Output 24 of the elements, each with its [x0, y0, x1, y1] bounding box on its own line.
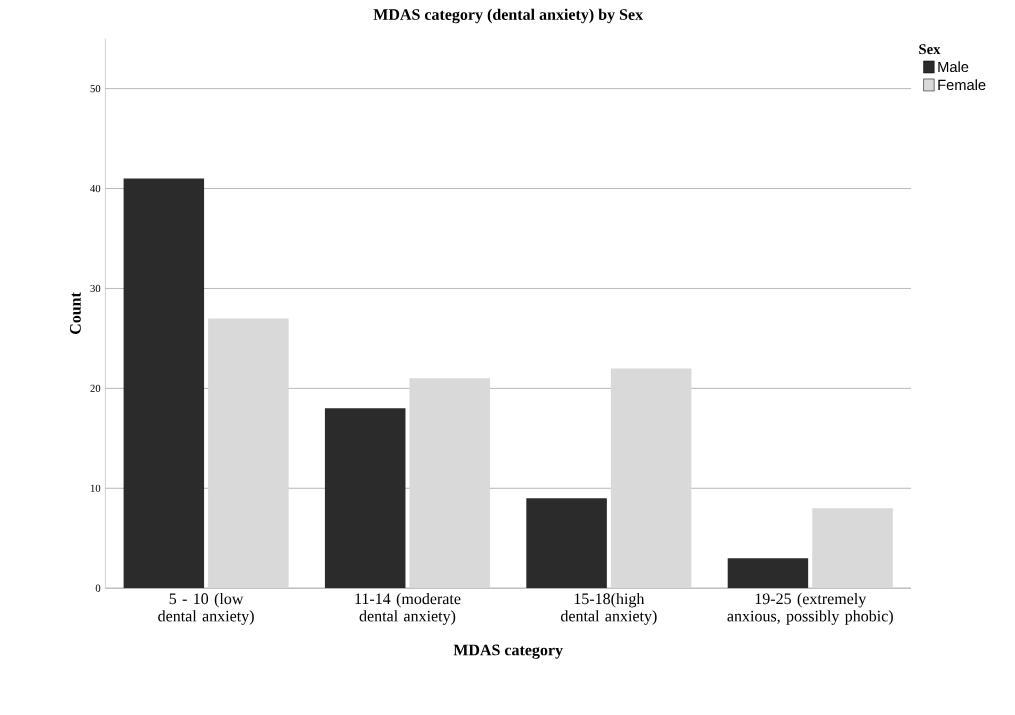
bar [208, 318, 289, 589]
y-tick-label: 30 [90, 284, 101, 293]
y-tick-label: 20 [90, 384, 101, 393]
bar [526, 498, 607, 589]
y-tick-label: 10 [90, 484, 101, 492]
y-tick-label: 50 [90, 85, 101, 93]
x-tick-label: 15-18(high dental anxiety) [561, 592, 657, 625]
x-axis-title: MDAS category [453, 644, 563, 659]
x-tick-label: 11-14 (moderate dental anxiety) [355, 592, 461, 625]
bar [610, 368, 692, 589]
bar [409, 378, 491, 589]
bar [727, 558, 809, 589]
bar [812, 508, 893, 589]
legend-title: Sex [919, 44, 941, 55]
bar [123, 178, 205, 589]
y-axis-title: Count [70, 292, 81, 335]
x-tick-label: 5 - 10 (low dental anxiety) [158, 592, 254, 625]
y-tick-label: 0 [95, 584, 101, 592]
legend-label: Female [938, 79, 986, 91]
y-tick-label: 40 [90, 184, 101, 193]
legend-label: Male [938, 61, 969, 73]
bar [324, 408, 406, 589]
chart-title: MDAS category (dental anxiety) by Sex [373, 8, 643, 24]
x-tick-label: 19-25 (extremely anxious, possibly phobic) [727, 592, 893, 625]
